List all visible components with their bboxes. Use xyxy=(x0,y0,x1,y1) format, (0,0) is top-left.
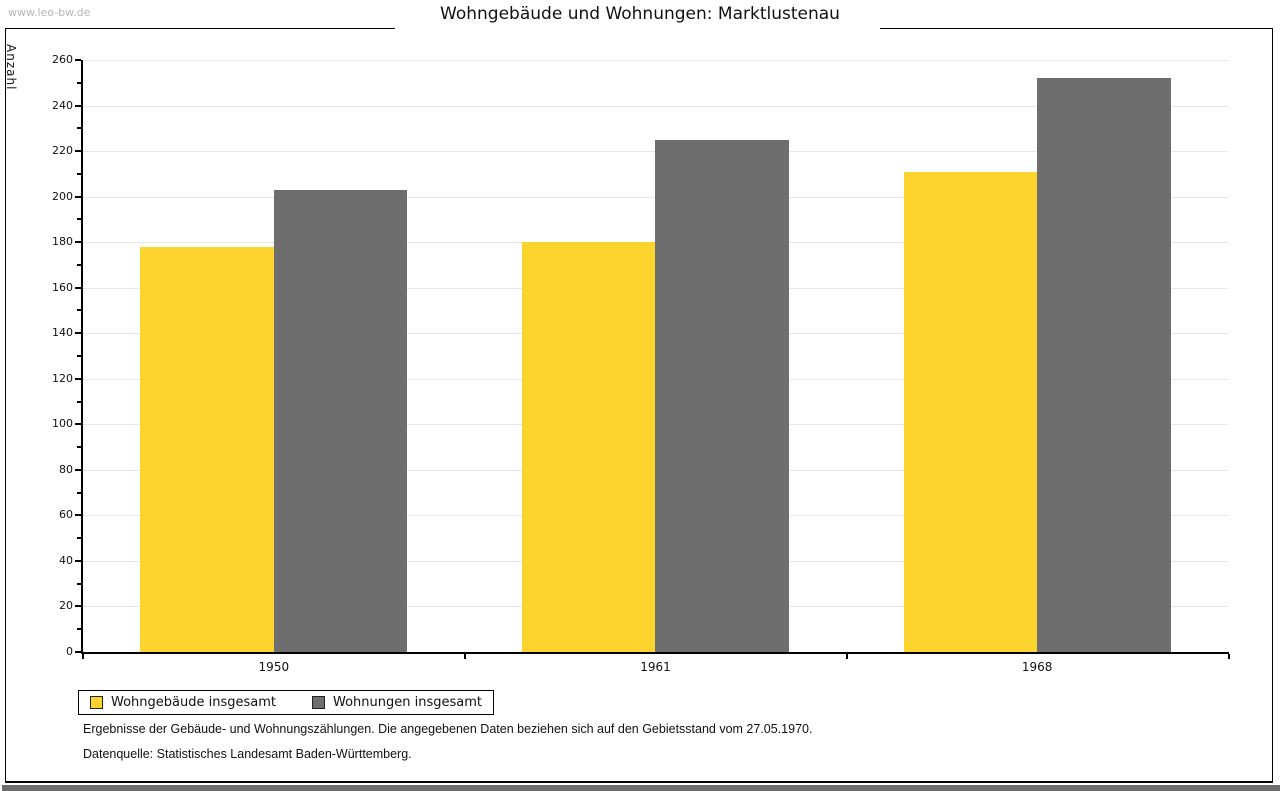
y-major-tick-20 xyxy=(75,605,81,608)
y-major-tick-40 xyxy=(75,559,81,562)
y-tick-label-160: 160 xyxy=(52,280,73,294)
bar-group-1961 xyxy=(465,60,847,652)
y-tick-label-40: 40 xyxy=(59,553,73,567)
y-major-tick-120 xyxy=(75,377,81,380)
y-tick-label-0: 0 xyxy=(66,645,73,658)
y-minor-tick-70 xyxy=(77,491,81,494)
y-major-tick-160 xyxy=(75,286,81,289)
bar-group-1968 xyxy=(846,60,1228,652)
y-axis-label: Anzahl xyxy=(4,44,18,91)
legend-label-wohngebaeude: Wohngebäude insgesamt xyxy=(111,695,276,710)
bar-groups xyxy=(83,60,1228,652)
bar-1961-wohnungen xyxy=(655,139,790,652)
y-tick-label-20: 20 xyxy=(59,599,73,613)
y-axis-ticks xyxy=(75,59,81,653)
legend-swatch-wohnungen xyxy=(312,696,325,709)
y-major-tick-180 xyxy=(75,241,81,244)
legend-item-wohngebaeude: Wohngebäude insgesamt xyxy=(90,695,276,710)
bottom-gray-strip xyxy=(2,785,1280,791)
y-tick-label-240: 240 xyxy=(52,98,73,112)
footnote-source-note: Ergebnisse der Gebäude- und Wohnungszähl… xyxy=(83,722,813,736)
y-major-tick-80 xyxy=(75,468,81,471)
y-tick-label-200: 200 xyxy=(52,189,73,203)
bar-1968-wohnungen xyxy=(1037,78,1171,652)
x-axis-line xyxy=(81,652,1229,654)
y-major-tick-0 xyxy=(75,651,81,653)
watermark-leo-bw: www.leo-bw.de xyxy=(8,6,91,19)
x-tick-label-1950: 1950 xyxy=(258,660,290,674)
gridline-240 xyxy=(83,105,1228,107)
y-major-tick-100 xyxy=(75,423,81,426)
y-axis-line xyxy=(81,60,83,654)
x-tick-label-1968: 1968 xyxy=(1021,660,1053,674)
y-tick-label-120: 120 xyxy=(52,371,73,385)
y-major-tick-220 xyxy=(75,150,81,153)
legend-item-wohnungen: Wohnungen insgesamt xyxy=(312,695,482,710)
chart-title: Wohngebäude und Wohnungen: Marktlustenau xyxy=(440,4,840,24)
legend-swatch-wohngebaeude xyxy=(90,696,103,709)
y-tick-label-220: 220 xyxy=(52,144,73,158)
bar-1950-wohnungen xyxy=(273,189,408,652)
y-minor-tick-170 xyxy=(77,263,81,266)
y-tick-label-260: 260 xyxy=(52,53,73,66)
x-boundary-tick-0 xyxy=(82,654,84,659)
y-minor-tick-250 xyxy=(77,81,81,84)
y-minor-tick-150 xyxy=(77,309,81,312)
y-major-tick-200 xyxy=(75,195,81,198)
y-major-tick-240 xyxy=(75,104,81,107)
y-tick-label-180: 180 xyxy=(52,235,73,249)
legend: Wohngebäude insgesamt Wohnungen insgesam… xyxy=(78,690,494,715)
bar-1961-wohngebäude xyxy=(521,242,656,652)
y-minor-tick-110 xyxy=(77,400,81,403)
x-axis-ticks xyxy=(82,654,1230,659)
x-tick-label-1961: 1961 xyxy=(640,660,671,674)
y-major-tick-260 xyxy=(75,59,81,61)
gridline-260 xyxy=(83,60,1228,61)
x-boundary-tick-3 xyxy=(1228,654,1230,659)
bar-1950-wohngebäude xyxy=(140,246,274,652)
y-minor-tick-210 xyxy=(77,172,81,175)
y-minor-tick-130 xyxy=(77,355,81,357)
x-boundary-tick-2 xyxy=(845,654,848,659)
y-tick-label-100: 100 xyxy=(52,417,73,431)
bar-1968-wohngebäude xyxy=(903,171,1038,652)
y-minor-tick-230 xyxy=(77,127,81,130)
y-major-tick-60 xyxy=(75,514,81,517)
y-major-tick-140 xyxy=(75,332,81,335)
y-axis-tick-labels: 0 20 40 60 80 100 120 140 160 180 200 220 240 260 xyxy=(20,53,73,658)
y-tick-label-140: 140 xyxy=(52,326,73,340)
frame-title-gap xyxy=(395,26,880,31)
legend-label-wohnungen: Wohnungen insgesamt xyxy=(333,695,482,710)
y-minor-tick-50 xyxy=(77,537,81,540)
y-minor-tick-190 xyxy=(77,218,81,221)
y-minor-tick-10 xyxy=(77,628,81,631)
y-minor-tick-90 xyxy=(77,446,81,449)
plot-area xyxy=(83,60,1228,652)
y-tick-label-60: 60 xyxy=(59,508,73,522)
y-minor-tick-30 xyxy=(77,582,81,585)
bar-group-1950 xyxy=(83,60,465,652)
y-tick-label-80: 80 xyxy=(59,462,73,476)
footnote-data-source: Datenquelle: Statistisches Landesamt Bad… xyxy=(83,747,412,761)
x-boundary-tick-1 xyxy=(463,654,466,659)
x-axis-tick-labels: 1950 1961 1968 xyxy=(83,660,1228,674)
